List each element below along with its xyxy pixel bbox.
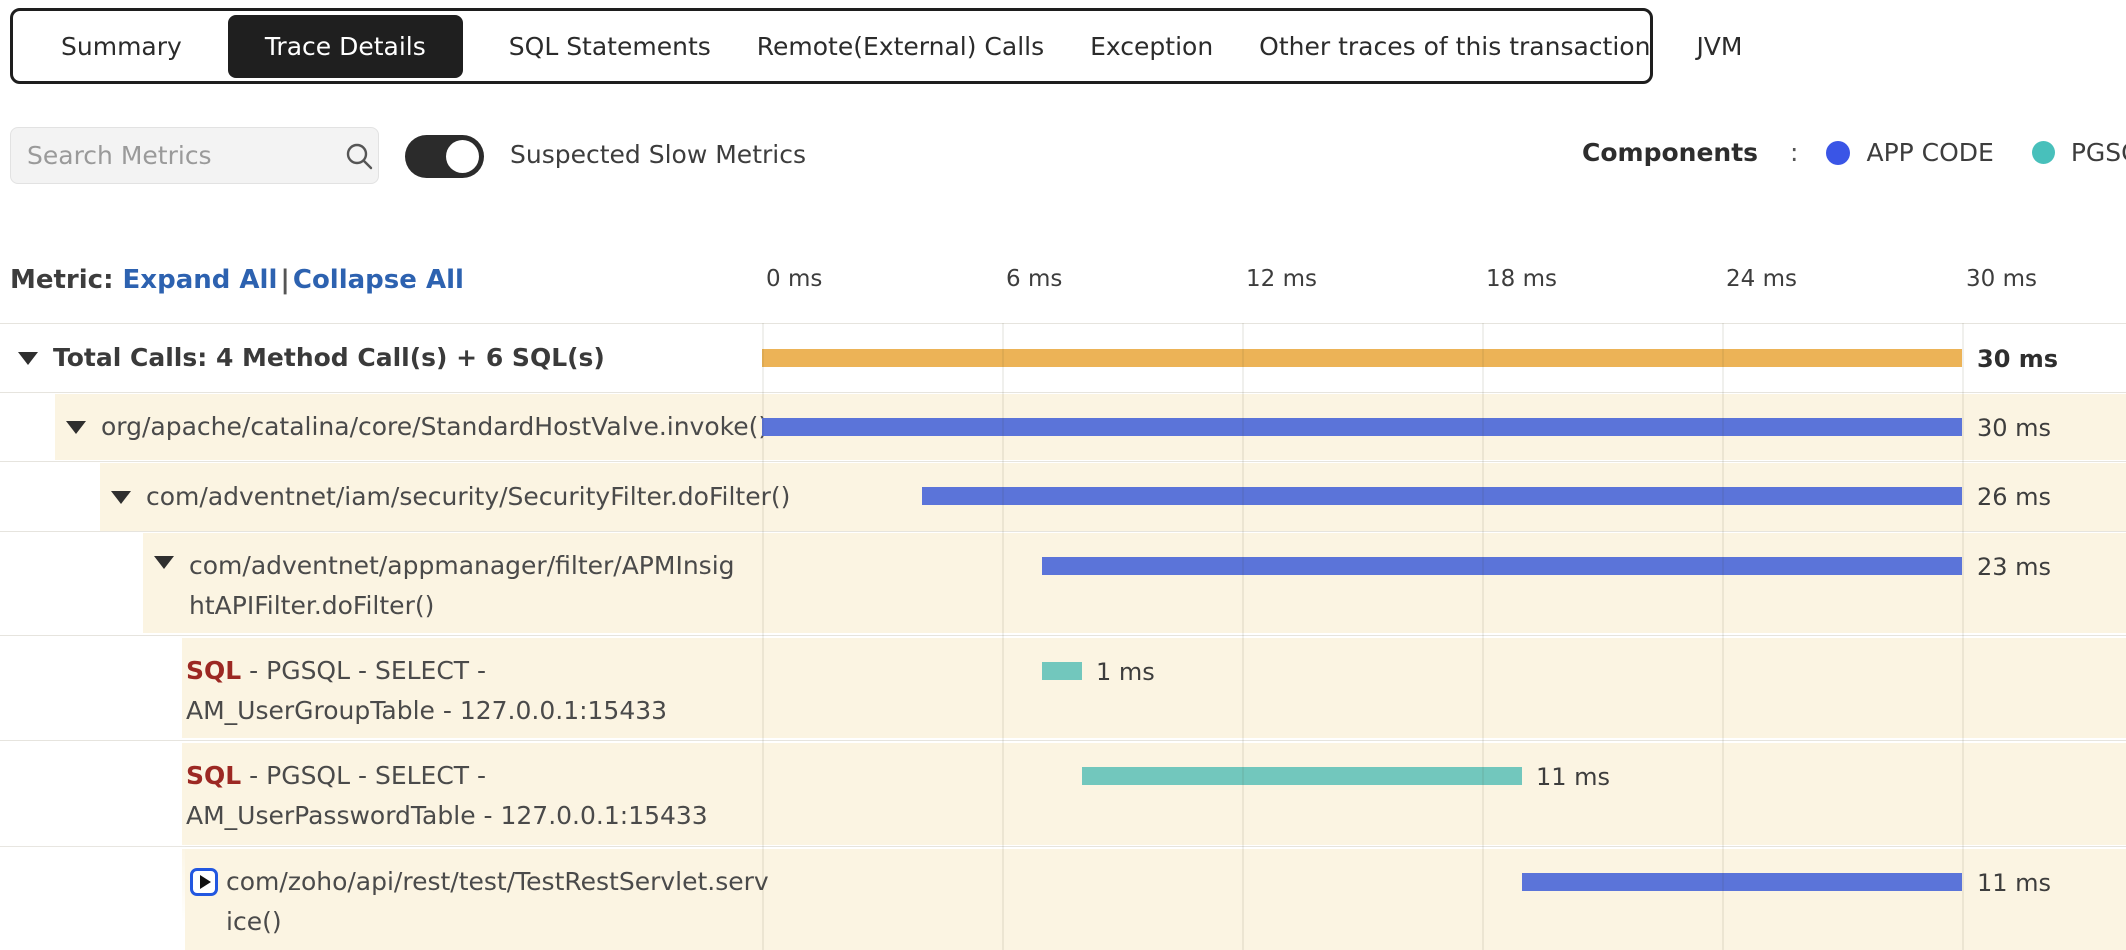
tab-summary[interactable]: Summary	[61, 31, 182, 61]
row-divider	[0, 531, 2126, 532]
row-label: SQL - PGSQL - SELECT - AM_UserPasswordTa…	[186, 756, 726, 836]
row-label: com/adventnet/appmanager/filter/APMInsig…	[189, 551, 735, 620]
gridline	[1482, 323, 1484, 950]
legend-label-app-code: APP CODE	[1866, 138, 1994, 167]
row-label: SQL - PGSQL - SELECT - AM_UserGroupTable…	[186, 651, 716, 731]
row-divider	[0, 461, 2126, 462]
tab-trace-details[interactable]: Trace Details	[227, 14, 463, 78]
gridline	[1002, 323, 1004, 950]
duration-bar-sql[interactable]	[1042, 662, 1082, 680]
components-legend: Components : APP CODE PGSQL	[1582, 138, 2126, 167]
sql-badge: SQL	[186, 656, 242, 685]
tab-exception[interactable]: Exception	[1090, 31, 1214, 61]
tab-other-traces[interactable]: Other traces of this transaction	[1259, 31, 1651, 61]
row-surface	[182, 849, 2126, 950]
trace-row-total-calls[interactable]: Total Calls: 4 Method Call(s) + 6 SQL(s)…	[0, 325, 2126, 391]
gridline	[762, 323, 764, 950]
search-metrics-input[interactable]	[27, 141, 344, 170]
legend-title: Components	[1582, 138, 1759, 167]
gridline	[1962, 323, 1964, 950]
duration-label: 23 ms	[1977, 553, 2052, 581]
row-divider	[0, 392, 2126, 393]
collapse-triangle-icon[interactable]	[111, 490, 131, 504]
trace-tab-bar: Summary Trace Details SQL Statements Rem…	[10, 8, 1742, 84]
duration-bar-method[interactable]	[922, 487, 1962, 505]
pgsql-dot-icon	[2031, 141, 2055, 164]
row-divider	[0, 635, 2126, 636]
trace-row-testrestservlet[interactable]: com/zoho/api/rest/test/TestRestServlet.s…	[0, 849, 2126, 950]
play-triangle-icon	[199, 875, 211, 889]
search-icon[interactable]	[344, 141, 374, 171]
duration-bar-method[interactable]	[762, 418, 1962, 436]
duration-bar-sql[interactable]	[1082, 767, 1522, 785]
gridline	[1722, 323, 1724, 950]
row-label: com/zoho/api/rest/test/TestRestServlet.s…	[226, 867, 769, 936]
table-top-border	[0, 323, 2126, 324]
duration-label: 30 ms	[1977, 345, 2059, 373]
row-label: org/apache/catalina/core/StandardHostVal…	[101, 412, 769, 441]
legend-label-pgsql: PGSQL	[2070, 138, 2126, 167]
collapse-triangle-icon[interactable]	[66, 420, 86, 434]
axis-tick-label: 0 ms	[766, 266, 823, 292]
gridline	[1242, 323, 1244, 950]
app-code-dot-icon	[1826, 140, 1851, 165]
expand-play-icon[interactable]	[190, 868, 218, 896]
tab-sql-statements[interactable]: SQL Statements	[508, 31, 711, 61]
metric-bar: Metric: Expand All | Collapse All	[10, 265, 464, 295]
duration-label: 26 ms	[1977, 483, 2052, 511]
collapse-triangle-icon[interactable]	[18, 351, 38, 365]
trace-row-sql-userpasswordtable[interactable]: SQL - PGSQL - SELECT - AM_UserPasswordTa…	[0, 743, 2126, 845]
duration-label: 11 ms	[1977, 869, 2052, 897]
trace-row-sql-usergrouptable[interactable]: SQL - PGSQL - SELECT - AM_UserGroupTable…	[0, 638, 2126, 738]
suspected-slow-metrics-toggle[interactable]	[405, 135, 484, 178]
row-divider	[0, 846, 2126, 847]
axis-tick-label: 30 ms	[1966, 266, 2037, 292]
legend-item-pgsql: PGSQL	[2031, 138, 2126, 167]
trace-row-apminsightapifilter[interactable]: com/adventnet/appmanager/filter/APMInsig…	[0, 533, 2126, 633]
legend-colon: :	[1790, 138, 1799, 167]
sql-statement-text: - PGSQL - SELECT - AM_UserGroupTable - 1…	[186, 656, 668, 725]
search-metrics-box	[10, 127, 379, 184]
metric-divider: |	[280, 265, 290, 295]
collapse-all-link[interactable]: Collapse All	[292, 265, 464, 295]
row-label: Total Calls: 4 Method Call(s) + 6 SQL(s)	[53, 343, 605, 372]
duration-label: 30 ms	[1977, 414, 2052, 442]
duration-label: 1 ms	[1096, 658, 1155, 686]
axis-tick-label: 18 ms	[1486, 266, 1557, 292]
tab-remote-external-calls[interactable]: Remote(External) Calls	[756, 31, 1045, 61]
metric-prefix: Metric:	[10, 265, 114, 295]
axis-tick-label: 24 ms	[1726, 266, 1797, 292]
axis-tick-label: 6 ms	[1006, 266, 1063, 292]
toggle-label: Suspected Slow Metrics	[510, 140, 806, 169]
duration-bar-method[interactable]	[1522, 873, 1962, 891]
trace-row-securityfilter[interactable]: com/adventnet/iam/security/SecurityFilte…	[0, 463, 2126, 531]
sql-statement-text: - PGSQL - SELECT - AM_UserPasswordTable …	[186, 761, 708, 830]
trace-row-standardhostvalve[interactable]: org/apache/catalina/core/StandardHostVal…	[0, 394, 2126, 460]
expand-all-link[interactable]: Expand All	[122, 265, 278, 295]
collapse-triangle-icon[interactable]	[154, 556, 174, 569]
toggle-knob-icon	[446, 140, 479, 173]
legend-item-app-code: APP CODE	[1826, 138, 1994, 167]
duration-bar-method[interactable]	[1042, 557, 1962, 575]
row-label: com/adventnet/iam/security/SecurityFilte…	[146, 482, 791, 511]
tab-jvm[interactable]: JVM	[1696, 31, 1743, 61]
row-divider	[0, 740, 2126, 741]
duration-bar-total[interactable]	[762, 349, 1962, 367]
axis-tick-label: 12 ms	[1246, 266, 1317, 292]
row-surface	[182, 638, 2126, 738]
row-surface	[182, 743, 2126, 845]
duration-label: 11 ms	[1536, 763, 1611, 791]
sql-badge: SQL	[186, 761, 242, 790]
row-surface	[143, 533, 2126, 633]
